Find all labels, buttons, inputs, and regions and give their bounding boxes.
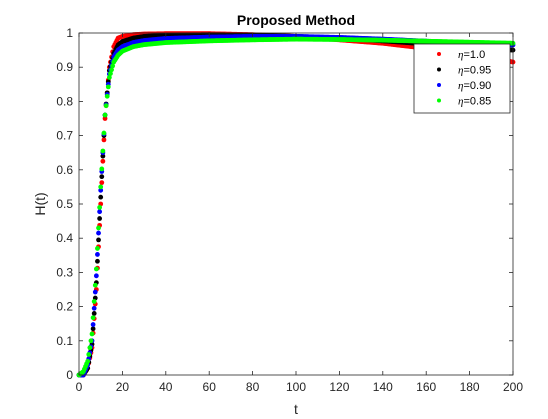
data-point [97, 205, 103, 210]
x-tick-label: 160 [416, 380, 436, 394]
data-point [92, 289, 98, 295]
legend-marker [437, 83, 441, 87]
legend-marker [437, 67, 441, 72]
data-point [87, 345, 93, 351]
legend-label: η=0.95 [458, 65, 491, 77]
data-point [98, 194, 104, 200]
data-point [90, 326, 96, 332]
data-point [98, 187, 104, 193]
x-tick-label: 20 [116, 380, 130, 394]
data-point [109, 67, 114, 73]
data-point [91, 305, 97, 311]
legend-items: η=1.0 η=0.95 η=0.90 η=0.85 [437, 49, 491, 108]
x-tick-label: 200 [503, 380, 523, 394]
x-axis-label: t [294, 401, 298, 417]
series-layer [76, 31, 516, 378]
y-tick-label: 0 [66, 368, 73, 382]
data-point [99, 166, 105, 172]
legend-marker [437, 52, 441, 56]
data-point [99, 180, 105, 186]
data-point [106, 75, 112, 80]
x-tick-label: 40 [159, 380, 173, 394]
x-tick-label: 0 [76, 380, 83, 394]
legend-item: η=1.0 [437, 49, 485, 61]
data-point [101, 130, 107, 136]
x-tick-label: 100 [286, 380, 306, 394]
y-tick-label: 0.9 [56, 60, 73, 74]
data-point [89, 331, 95, 337]
legend: η=1.0 η=0.95 η=0.90 η=0.85 [413, 43, 511, 114]
data-point [98, 184, 104, 190]
data-point [92, 282, 98, 288]
y-tick-label: 0.7 [56, 129, 73, 143]
data-point [105, 84, 111, 90]
data-point [88, 338, 94, 344]
data-point [95, 258, 100, 264]
data-point [90, 315, 96, 321]
data-point [85, 358, 91, 364]
data-point [91, 311, 97, 316]
data-point [101, 137, 107, 143]
data-point [97, 209, 103, 215]
data-point [93, 273, 99, 279]
data-point [96, 230, 101, 236]
x-tick-label: 60 [203, 380, 217, 394]
data-point [97, 216, 103, 221]
axes-layer: 0 20 40 60 80 100 120 140 160 180 200 0 0.1 0.2 0.3 0.4… [56, 26, 523, 394]
x-tick-label: 120 [329, 380, 349, 394]
legend-item: η=0.95 [437, 65, 491, 77]
data-point [93, 266, 99, 272]
x-tick-label: 140 [373, 380, 393, 394]
data-point [96, 237, 101, 243]
data-point [103, 103, 109, 109]
y-tick-label: 0.4 [56, 231, 73, 245]
data-point [102, 112, 108, 118]
chart-title: Proposed Method [237, 12, 355, 28]
y-tick-label: 0.8 [56, 94, 73, 108]
data-point [95, 246, 100, 251]
data-point [100, 153, 106, 159]
x-tick-label: 180 [460, 380, 480, 394]
y-tick-label: 0.5 [56, 197, 73, 211]
data-point [100, 158, 106, 164]
legend-item: η=0.90 [437, 80, 491, 92]
data-point [91, 299, 97, 304]
data-point [90, 322, 96, 327]
legend-item: η=0.85 [437, 96, 491, 108]
data-point [110, 63, 116, 69]
y-tick-label: 0.3 [56, 265, 73, 279]
data-point [96, 225, 101, 231]
y-tick-label: 0.2 [56, 300, 73, 314]
y-axis-label: H(t) [32, 192, 48, 215]
y-tick-label: 0.1 [56, 334, 73, 348]
data-point [108, 71, 113, 77]
data-point [99, 174, 105, 180]
data-point [100, 148, 106, 154]
x-tick-label: 80 [246, 380, 260, 394]
data-point [104, 93, 110, 99]
data-point [95, 252, 100, 257]
data-point [102, 116, 108, 121]
y-tick-label: 1 [66, 26, 73, 40]
y-tick-label: 0.6 [56, 163, 73, 177]
legend-label: η=0.85 [458, 96, 491, 108]
legend-label: η=0.90 [458, 80, 491, 92]
legend-marker [437, 98, 441, 103]
data-point [86, 352, 92, 357]
legend-label: η=1.0 [458, 49, 485, 61]
legend-box [413, 43, 511, 114]
